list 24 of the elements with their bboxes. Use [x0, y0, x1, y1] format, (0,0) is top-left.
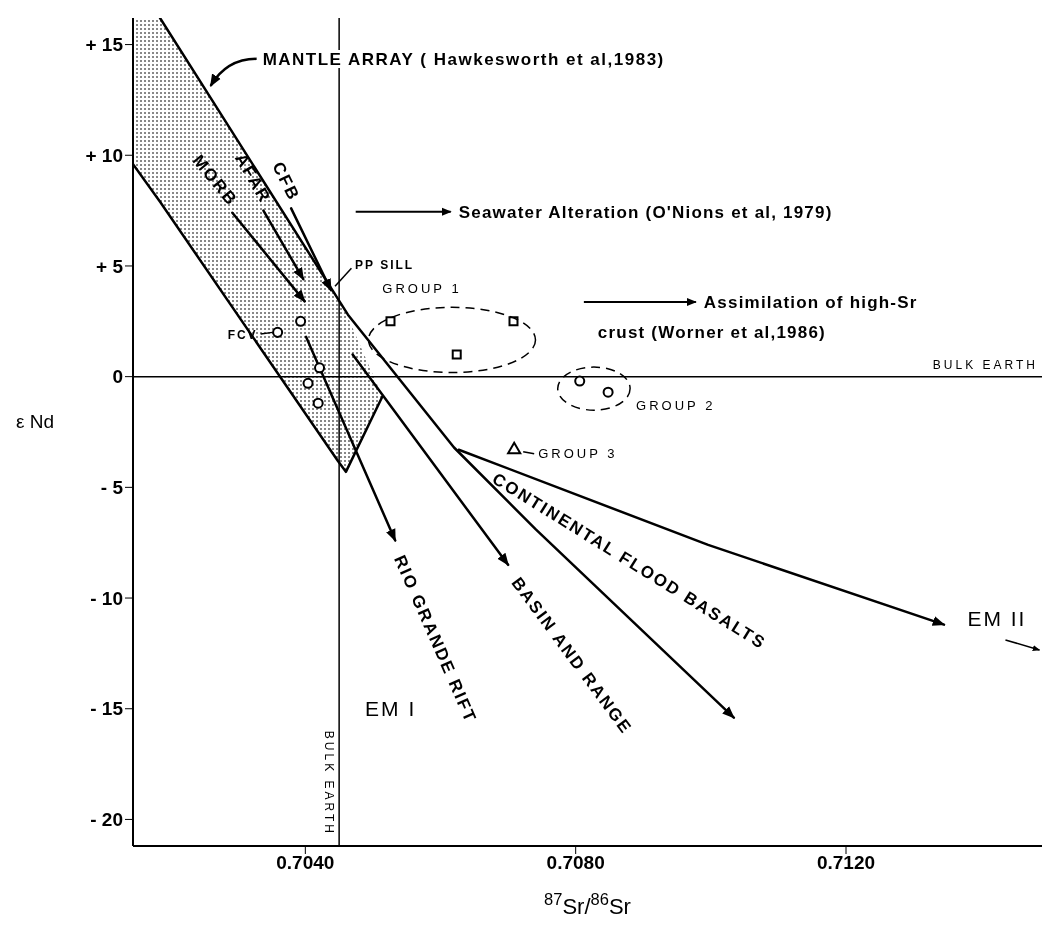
y-tick-label: - 15 [90, 698, 124, 720]
annotation: Assimilation of high-Sr crust (Worner et al,1986) [597, 293, 918, 342]
y-tick-label: + 15 [85, 34, 124, 56]
y-axis-title: ε Nd [16, 411, 55, 432]
x-tick-label: 0.7040 [276, 852, 335, 874]
y-tick-label: - 20 [90, 809, 123, 831]
y-tick-label: - 10 [90, 587, 123, 609]
annotation: PP SILL [355, 258, 415, 273]
x-tick-label: 0.7080 [546, 852, 605, 874]
ref-line-label: BULK EARTH [932, 357, 1038, 372]
series-label: GROUP 2 [636, 398, 716, 414]
y-tick-label: + 5 [96, 255, 124, 277]
annotation: EM II [967, 606, 1027, 630]
y-tick-label: 0 [112, 366, 123, 388]
text: CFB [268, 158, 304, 205]
x-axis-title: $^{87}$Sr/$^{86}$Sr [544, 890, 631, 919]
annotation: EM I [365, 696, 417, 720]
annotation: Seawater Alteration (O'Nions et al, 1979) [458, 202, 833, 222]
y-tick-label: + 10 [85, 145, 123, 167]
y-tick-label: - 5 [100, 477, 124, 499]
ref-line-label: BULK EARTH [322, 730, 337, 836]
series-label: GROUP 1 [382, 281, 462, 297]
x-tick-label: 0.7120 [816, 852, 876, 874]
legend-label: GROUP 3 [538, 445, 618, 461]
